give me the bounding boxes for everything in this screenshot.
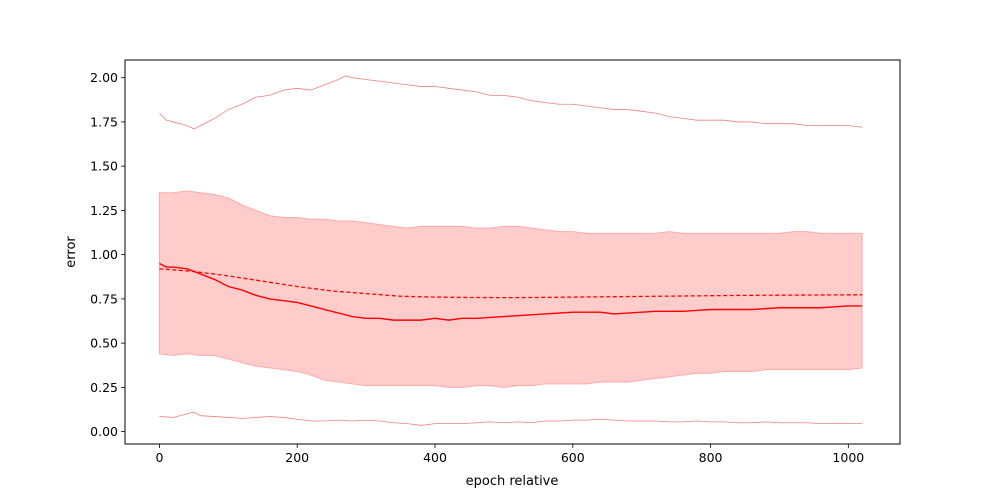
x-tick-label: 400 bbox=[423, 450, 447, 465]
mean-line bbox=[159, 262, 863, 321]
max-line bbox=[159, 75, 863, 130]
y-tick-label: 0.25 bbox=[90, 380, 118, 395]
y-tick-label: 0.50 bbox=[90, 336, 118, 351]
y-tick-label: 1.75 bbox=[90, 114, 118, 129]
y-tick-label: 1.50 bbox=[90, 159, 118, 174]
x-axis-label: epoch relative bbox=[466, 474, 559, 489]
y-tick-label: 0.75 bbox=[90, 291, 118, 306]
axes-frame bbox=[124, 59, 901, 445]
x-tick-label: 0 bbox=[155, 450, 163, 465]
y-axis-label: error bbox=[64, 236, 79, 268]
x-tick-label: 200 bbox=[285, 450, 309, 465]
std-band bbox=[158, 190, 863, 388]
ticks: 0 200 400 600 800 1000 0.00 0.25 0.50 0.75 1.00 1.2… bbox=[90, 70, 864, 465]
y-tick-label: 2.00 bbox=[90, 70, 118, 85]
plot-area bbox=[158, 75, 863, 426]
y-tick-label: 1.25 bbox=[90, 203, 118, 218]
x-tick-label: 1000 bbox=[832, 450, 864, 465]
x-tick-label: 800 bbox=[699, 450, 723, 465]
min-line bbox=[159, 411, 863, 426]
x-tick-label: 600 bbox=[561, 450, 585, 465]
y-tick-label: 0.00 bbox=[90, 424, 118, 439]
y-tick-label: 1.00 bbox=[90, 247, 118, 262]
